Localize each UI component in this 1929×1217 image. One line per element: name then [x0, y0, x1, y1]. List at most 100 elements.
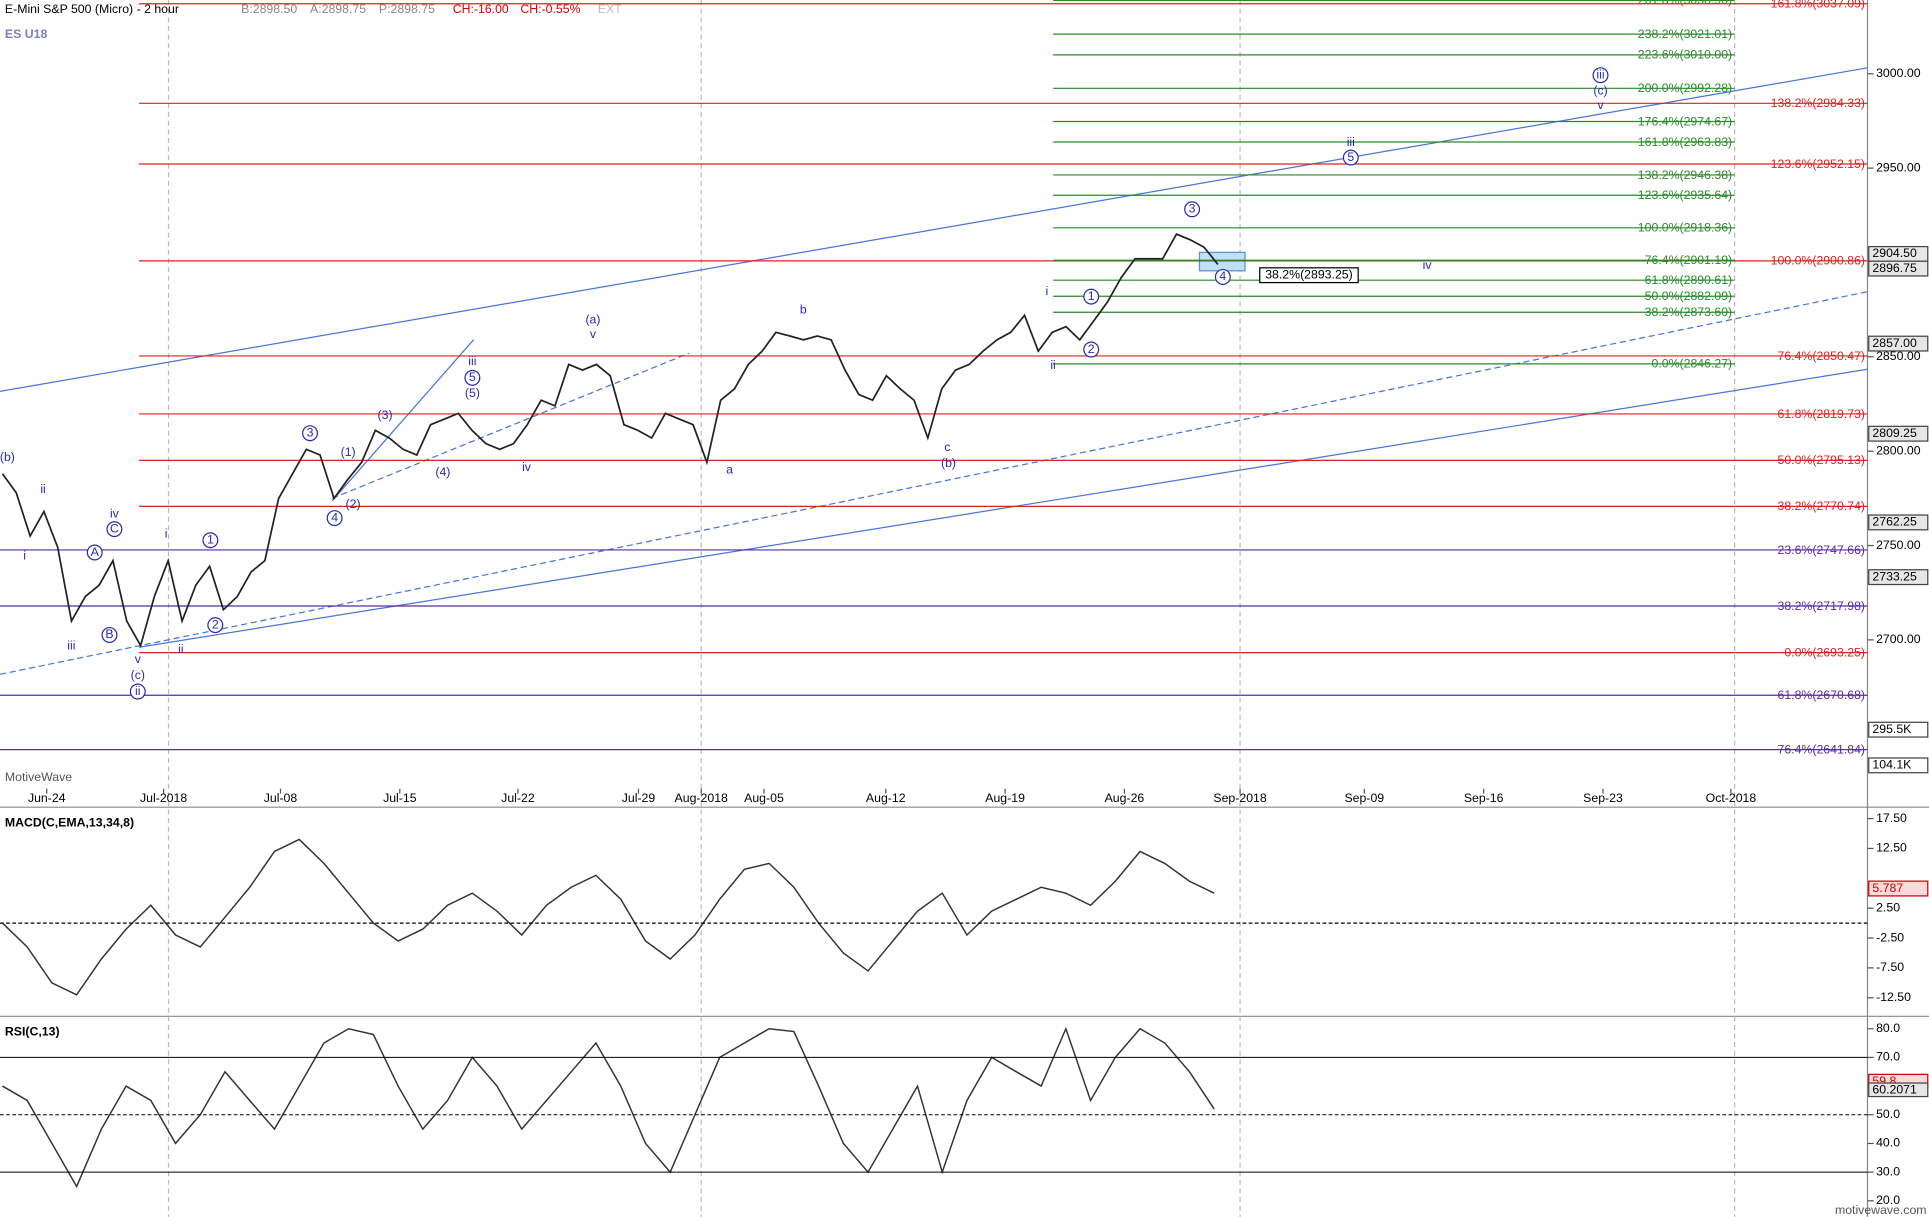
date-label: Oct-2018	[1706, 791, 1757, 805]
wave-circle	[86, 544, 103, 561]
chart-title: E-Mini S&P 500 (Micro) - 2 hour	[5, 2, 179, 16]
date-label: Jul-22	[501, 791, 535, 805]
panel-title: RSI(C,13)	[5, 1025, 60, 1039]
fib-label: 61.8%(2819.73)	[1778, 407, 1866, 421]
wave-label: (3)	[378, 408, 393, 422]
price-box	[1868, 260, 1929, 277]
wave-circle	[1214, 268, 1231, 285]
price-box-label: 2733.25	[1872, 569, 1917, 583]
date-label: Sep-09	[1344, 791, 1384, 805]
wave-label: (c)	[131, 668, 145, 682]
wave-circle	[326, 510, 343, 527]
quote-bid: B:2898.50	[241, 2, 297, 16]
wave-label: (4)	[435, 465, 450, 479]
fib-label: 123.6%(2935.64)	[1638, 188, 1732, 202]
rsi-line	[2, 1026, 1215, 1189]
fib-label: 238.2%(3021.01)	[1638, 27, 1732, 41]
wave-label: iv	[110, 507, 120, 521]
wave-circle	[464, 369, 481, 386]
y-tick-label: 3000.00	[1876, 66, 1921, 80]
y-tick-label: 80.0	[1876, 1021, 1900, 1035]
date-label: Aug-19	[985, 791, 1025, 805]
wave-label: iv	[522, 460, 532, 474]
fib-label: 38.2%(2873.60)	[1645, 305, 1733, 319]
macd-line	[1, 838, 1215, 996]
wave-label: (5)	[465, 386, 480, 400]
wave-label: v	[1597, 98, 1604, 112]
fib-label: 161.8%(2963.83)	[1638, 135, 1732, 149]
volume-box	[1868, 721, 1929, 738]
wave-label: iii	[468, 354, 476, 368]
wave-label: (c)	[1593, 83, 1607, 97]
quote-last: P:2898.75	[379, 2, 435, 16]
wave-circle	[302, 425, 319, 442]
wave-label: v	[590, 327, 597, 341]
date-label: Sep-2018	[1213, 791, 1266, 805]
fib-label: 138.2%(2946.38)	[1638, 168, 1732, 182]
quote-ext: EXT	[598, 2, 622, 16]
volume-box-label: 295.5K	[1872, 722, 1912, 736]
wave-circle	[101, 626, 118, 643]
quote-change: CH:-16.00	[453, 2, 509, 16]
y-tick-label: 20.0	[1876, 1193, 1900, 1207]
fib-label: 50.0%(2882.09)	[1645, 289, 1733, 303]
wave-label: 4	[331, 510, 338, 524]
y-tick-label: 2850.00	[1876, 349, 1921, 363]
y-tick-label: 2.50	[1876, 900, 1900, 914]
price-box-label: 2809.25	[1872, 426, 1917, 440]
fib-label: 76.4%(2641.84)	[1778, 743, 1866, 757]
quote-ask: A:2898.75	[310, 2, 366, 16]
wave-circle	[129, 683, 146, 700]
price-box-label: 2857.00	[1872, 336, 1917, 350]
wave-label: iii	[1347, 135, 1355, 149]
wave-circle	[1083, 341, 1100, 358]
fib-label: 200.0%(2992.28)	[1638, 81, 1732, 95]
fib-label: 23.6%(2747.66)	[1778, 543, 1866, 557]
wave-label: (a)	[585, 312, 600, 326]
wave-label: 4	[1219, 269, 1226, 283]
fib-label: 176.4%(2974.67)	[1638, 114, 1732, 128]
wave-label: iv	[1423, 258, 1433, 272]
wave-label: 3	[1189, 202, 1196, 216]
month-separators	[167, 0, 1736, 1217]
brand: MotiveWave	[5, 770, 72, 784]
last-box	[1868, 1082, 1929, 1098]
wave-label: B	[105, 627, 113, 641]
date-label: Aug-26	[1105, 791, 1145, 805]
wave-label: 5	[469, 370, 476, 384]
quote-change_pct: CH:-0.55%	[520, 2, 580, 16]
wave-circle	[1083, 288, 1100, 305]
date-label: Sep-16	[1464, 791, 1504, 805]
wave-label: i	[165, 526, 168, 540]
wave-label: a	[726, 462, 733, 476]
date-label: Jul-29	[622, 791, 656, 805]
y-tick-label: -12.50	[1876, 990, 1911, 1004]
fib-label: 76.4%(2850.47)	[1778, 349, 1866, 363]
y-tick-label: 2950.00	[1876, 160, 1921, 174]
wave-label: ii	[40, 482, 45, 496]
fib-label: 50.0%(2795.13)	[1778, 453, 1866, 467]
fib-label: 100.0%(2900.86)	[1771, 254, 1865, 268]
fib-label: 223.6%(3010.00)	[1638, 48, 1732, 62]
date-label: Jul-2018	[140, 791, 187, 805]
date-label: Jul-08	[264, 791, 298, 805]
wave-label: ii	[135, 684, 140, 698]
price-box-label: 2896.75	[1872, 261, 1917, 275]
wave-label: (1)	[341, 445, 356, 459]
wave-label: ii	[1050, 358, 1055, 372]
wave-label: (b)	[0, 450, 15, 464]
wave-label: i	[1046, 284, 1049, 298]
y-tick-label: 2750.00	[1876, 538, 1921, 552]
price-box	[1868, 335, 1929, 352]
wave-circle	[1342, 149, 1359, 166]
price-line	[1, 233, 1219, 648]
date-label: Aug-2018	[675, 791, 728, 805]
retrace-label: 38.2%(2893.25)	[1265, 267, 1353, 281]
price-box-label: 2904.50	[1872, 246, 1917, 260]
wave-circle	[202, 532, 219, 549]
wave-label: 1	[207, 532, 214, 546]
y-tick-label: -7.50	[1876, 960, 1904, 974]
wave-circle	[106, 521, 123, 538]
